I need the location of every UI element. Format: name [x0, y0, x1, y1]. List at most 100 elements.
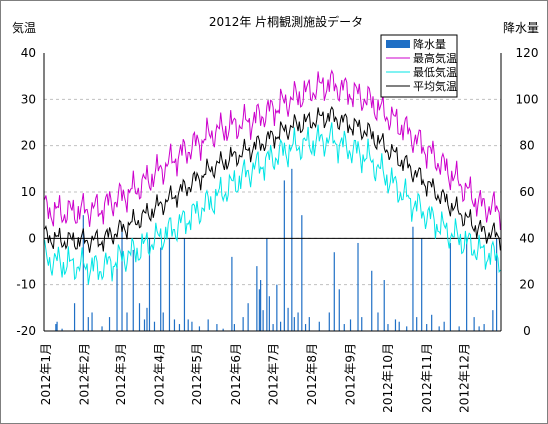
left-tick-label: -20	[16, 324, 36, 338]
precipitation-bar	[101, 326, 103, 331]
precipitation-bar	[387, 324, 389, 331]
precipitation-bar	[394, 319, 397, 331]
precipitation-bar	[82, 215, 84, 331]
precipitation-bar	[143, 319, 146, 331]
x-tick-label: 2012年8月	[305, 343, 319, 405]
precipitation-bar	[198, 326, 201, 331]
precipitation-bar	[222, 328, 224, 331]
precipitation-bar	[108, 317, 111, 331]
left-tick-label: 20	[21, 139, 36, 153]
left-tick-label: 40	[21, 46, 36, 60]
precipitation-bar	[304, 324, 307, 331]
precipitation-bar	[262, 310, 264, 331]
left-tick-label: 30	[21, 92, 36, 106]
right-tick-label: 20	[519, 278, 534, 292]
precipitation-bar	[272, 324, 274, 331]
precipitation-bar	[338, 289, 340, 331]
precipitation-bar	[431, 314, 433, 331]
precipitation-bar	[483, 324, 485, 331]
precipitation-bar	[357, 242, 359, 331]
right-tick-label: 120	[516, 46, 539, 60]
right-tick-label: 0	[523, 324, 531, 338]
precipitation-bar	[233, 324, 235, 331]
precipitation-bar	[301, 215, 303, 331]
precipitation-bar	[168, 238, 171, 331]
precipitation-bar	[146, 307, 148, 331]
precipitation-bar	[361, 317, 363, 331]
precipitation-bar	[283, 180, 285, 331]
precipitation-bar	[279, 321, 282, 331]
x-tick-label: 2012年11月	[420, 343, 434, 413]
precipitation-bar	[466, 238, 468, 331]
precipitation-bar	[266, 238, 268, 331]
precipitation-bar	[183, 238, 186, 331]
precipitation-bar	[91, 312, 93, 331]
precipitation-bar	[178, 324, 181, 331]
x-tick-label: 2012年3月	[114, 343, 128, 405]
left-tick-label: 0	[28, 231, 36, 245]
left-tick-label: 10	[21, 185, 36, 199]
legend-label: 降水量	[413, 37, 446, 51]
legend-swatch	[386, 40, 410, 48]
precipitation-bar	[496, 238, 498, 331]
precipitation-bar	[328, 312, 330, 331]
right-tick-label: 60	[519, 185, 534, 199]
x-tick-label: 2012年10月	[381, 343, 395, 413]
precipitation-bar	[412, 226, 414, 331]
x-tick-label: 2012年9月	[344, 343, 358, 405]
precipitation-bar	[308, 317, 310, 331]
precipitation-bar	[449, 242, 452, 331]
precipitation-bar	[87, 317, 89, 331]
precipitation-bar	[333, 252, 335, 331]
precipitation-bar	[406, 326, 408, 331]
x-tick-label: 2012年4月	[153, 343, 167, 405]
precipitation-bar	[343, 324, 345, 331]
chart-title: 2012年 片桐観測施設データ	[209, 14, 363, 29]
precipitation-bar	[256, 266, 258, 331]
x-tick-label: 2012年1月	[39, 343, 53, 405]
precipitation-bar	[318, 321, 320, 331]
precipitation-bar	[231, 256, 233, 331]
precipitation-bar	[458, 326, 460, 331]
precipitation-bar	[421, 238, 423, 331]
right-axis-label: 降水量	[503, 21, 539, 35]
precipitation-bar	[260, 280, 262, 331]
precipitation-bar	[268, 296, 270, 331]
precipitation-bar	[55, 324, 57, 331]
legend-label: 最低気温	[413, 65, 457, 79]
x-tick-label: 2012年2月	[78, 343, 92, 405]
precipitation-bar	[138, 303, 141, 331]
right-tick-label: 100	[516, 92, 539, 106]
precipitation-bar	[247, 303, 249, 331]
precipitation-bar	[443, 321, 445, 331]
precipitation-bar	[383, 280, 385, 331]
precipitation-bar	[293, 317, 295, 331]
precipitation-bar	[187, 319, 189, 331]
precipitation-bar	[173, 319, 176, 331]
precipitation-bar	[216, 324, 218, 331]
precipitation-bar	[132, 249, 134, 331]
left-axis-label: 気温	[12, 20, 36, 35]
left-tick-label: -10	[16, 278, 36, 292]
series-line	[44, 69, 501, 231]
precipitation-bar	[56, 321, 58, 331]
grid	[44, 98, 501, 286]
precipitation-bar	[162, 312, 164, 331]
temperature-lines	[44, 69, 501, 285]
right-tick-label: 40	[519, 231, 534, 245]
precipitation-bar	[126, 312, 128, 331]
legend-label: 平均気温	[413, 79, 457, 93]
x-tick-label: 2012年7月	[266, 343, 280, 405]
precipitation-bar	[242, 317, 244, 331]
precipitation-bar	[438, 326, 440, 331]
precipitation-bar	[291, 168, 293, 331]
precipitation-bar	[377, 312, 379, 331]
precipitation-bar	[191, 321, 193, 331]
right-tick-label: 80	[519, 139, 534, 153]
precipitation-bar	[398, 321, 400, 331]
x-tick-label: 2012年12月	[457, 343, 471, 413]
precipitation-bar	[61, 328, 63, 331]
x-tick-label: 2012年5月	[190, 343, 204, 405]
